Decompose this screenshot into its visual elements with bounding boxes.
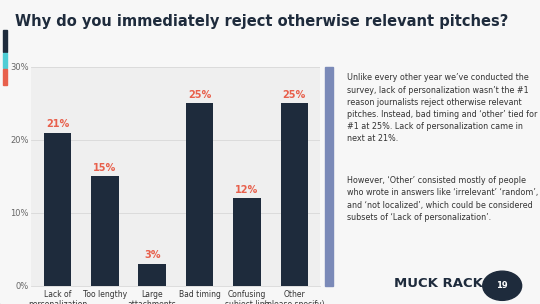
Text: Unlike every other year we’ve conducted the survey, lack of personalization wasn: Unlike every other year we’ve conducted … bbox=[347, 74, 537, 143]
Text: 15%: 15% bbox=[93, 163, 117, 173]
Bar bbox=[44, 133, 71, 286]
Text: 25%: 25% bbox=[188, 90, 211, 100]
Bar bbox=[3, 53, 7, 67]
Bar bbox=[138, 264, 166, 286]
Text: 3%: 3% bbox=[144, 250, 160, 260]
Bar bbox=[3, 69, 7, 85]
Bar bbox=[325, 67, 333, 286]
Text: 12%: 12% bbox=[235, 185, 259, 195]
Bar bbox=[281, 103, 308, 286]
Bar bbox=[3, 30, 7, 52]
Text: 21%: 21% bbox=[46, 119, 69, 129]
Text: Why do you immediately reject otherwise relevant pitches?: Why do you immediately reject otherwise … bbox=[15, 14, 509, 29]
Bar bbox=[233, 198, 261, 286]
Bar bbox=[91, 176, 118, 286]
Text: 19: 19 bbox=[496, 281, 508, 290]
Circle shape bbox=[483, 271, 522, 300]
Bar bbox=[186, 103, 213, 286]
Text: However, ‘Other’ consisted mostly of people who wrote in answers like ‘irrelevan: However, ‘Other’ consisted mostly of peo… bbox=[347, 176, 538, 222]
Text: MUCK RACK: MUCK RACK bbox=[394, 277, 483, 290]
Text: 25%: 25% bbox=[282, 90, 306, 100]
